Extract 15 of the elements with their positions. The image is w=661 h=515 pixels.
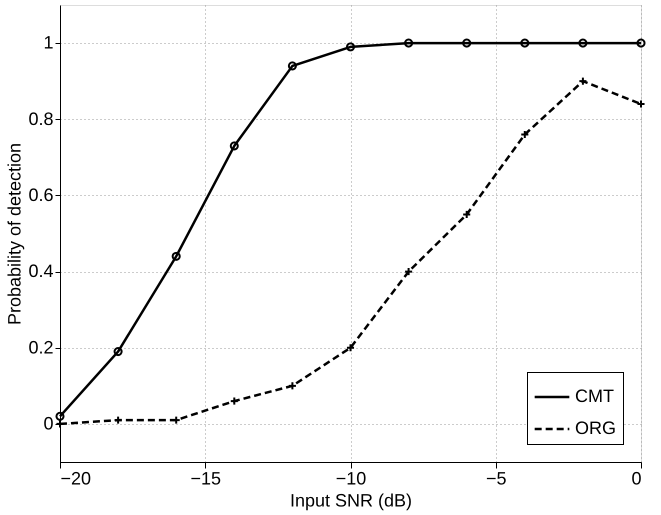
y-tick-label: 0: [43, 413, 54, 434]
x-tick-label: −10: [336, 468, 366, 488]
x-tick-label: −5: [486, 468, 507, 488]
y-tick-label: 1: [43, 32, 54, 53]
legend-label: ORG: [575, 418, 616, 438]
y-axis-title: Probability of detection: [4, 142, 24, 326]
y-tick-label: 0.2: [28, 337, 54, 358]
x-tick-label: 0: [631, 468, 642, 488]
y-tick-label: 0.8: [28, 108, 54, 129]
y-tick-label: 0.6: [28, 184, 54, 205]
y-tick-label: 0.4: [28, 261, 54, 282]
x-tick-label: −20: [60, 468, 92, 488]
legend-label: CMT: [575, 386, 614, 406]
x-axis-title: Input SNR (dB): [290, 490, 412, 510]
x-tick-label: −15: [190, 468, 222, 488]
